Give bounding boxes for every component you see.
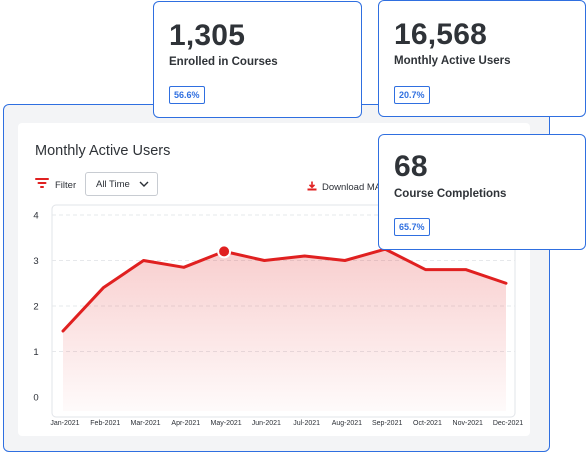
x-tick-label: May-2021: [211, 420, 242, 427]
stat-card-course-completions: 68 Course Completions 65.7%: [378, 134, 586, 250]
stat-badge: 65.7%: [394, 218, 430, 236]
x-tick-label: Feb-2021: [90, 420, 120, 427]
filter-button[interactable]: Filter: [35, 176, 76, 194]
x-tick-label: Sep-2021: [372, 420, 402, 427]
x-tick-label: Dec-2021: [493, 420, 523, 427]
highlight-point: [217, 244, 232, 259]
download-button[interactable]: Download MA: [307, 178, 381, 196]
filter-label: Filter: [55, 179, 77, 191]
y-tick-label: 0: [33, 393, 38, 404]
stat-card-monthly-active: 16,568 Monthly Active Users 20.7%: [378, 0, 586, 117]
x-tick-label: Aug-2021: [332, 420, 362, 427]
x-tick-label: Oct-2021: [413, 420, 442, 427]
stat-value: 1,305: [169, 19, 246, 52]
stat-label: Monthly Active Users: [394, 55, 511, 67]
timeframe-select[interactable]: All Time: [85, 172, 158, 196]
plot-area: [51, 204, 516, 418]
x-tick-label: Apr-2021: [171, 420, 200, 427]
x-tick-label: Jun-2021: [252, 420, 281, 427]
stat-value: 16,568: [394, 18, 487, 51]
timeframe-value: All Time: [96, 178, 130, 190]
stat-value: 68: [394, 150, 428, 183]
download-label: Download MA: [322, 181, 382, 193]
download-icon: [307, 178, 317, 196]
stat-badge: 56.6%: [169, 86, 205, 104]
series-line: [61, 247, 508, 333]
stat-label: Enrolled in Courses: [169, 56, 278, 68]
x-tick-label: Mar-2021: [131, 420, 161, 427]
stat-badge: 20.7%: [394, 86, 430, 104]
area-fill: [63, 249, 506, 411]
y-tick-label: 3: [33, 256, 38, 267]
mau-area-chart: 0 1 2 3 4 Jan-2021 Feb-2021 Mar-2021 Apr-2021 May…: [33, 204, 523, 427]
y-tick-label: 1: [33, 347, 38, 358]
x-tick-label: Jul-2021: [293, 420, 320, 427]
y-tick-label: 2: [33, 302, 38, 313]
panel-title: Monthly Active Users: [35, 143, 171, 159]
x-tick-label: Jan-2021: [50, 420, 79, 427]
stat-card-enrolled: 1,305 Enrolled in Courses 56.6%: [153, 1, 362, 118]
stat-label: Course Completions: [394, 188, 507, 200]
filter-lines-icon: [35, 176, 49, 194]
y-tick-label: 4: [33, 211, 38, 222]
chevron-down-icon: [139, 175, 149, 193]
x-tick-label: Nov-2021: [453, 420, 483, 427]
